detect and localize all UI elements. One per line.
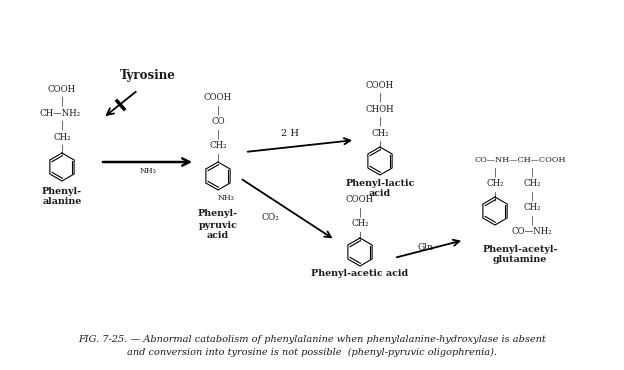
Text: CH₂: CH₂ bbox=[371, 128, 389, 138]
Text: |: | bbox=[217, 105, 220, 115]
Text: |: | bbox=[530, 215, 534, 225]
Text: acid: acid bbox=[369, 189, 391, 198]
Text: Phenyl-: Phenyl- bbox=[42, 186, 82, 195]
Text: 2 H: 2 H bbox=[281, 128, 299, 138]
Text: Phenyl-acetyl-: Phenyl-acetyl- bbox=[482, 245, 558, 253]
Text: Phenyl-acetic acid: Phenyl-acetic acid bbox=[311, 269, 409, 279]
Text: CH₂: CH₂ bbox=[486, 179, 504, 188]
Text: Phenyl-lactic: Phenyl-lactic bbox=[345, 178, 415, 188]
Text: CO—NH₂: CO—NH₂ bbox=[512, 228, 552, 236]
Text: |: | bbox=[530, 191, 534, 201]
Text: COOH: COOH bbox=[204, 94, 232, 102]
Text: alanine: alanine bbox=[42, 198, 82, 206]
Text: |: | bbox=[61, 144, 64, 154]
Text: glutamine: glutamine bbox=[493, 256, 547, 265]
Text: and conversion into tyrosine is not possible  (phenyl-pyruvic oligophrenia).: and conversion into tyrosine is not poss… bbox=[127, 347, 497, 357]
Text: CO—NH—CH—COOH: CO—NH—CH—COOH bbox=[474, 156, 566, 164]
Text: |: | bbox=[379, 140, 381, 150]
Text: CHOH: CHOH bbox=[366, 104, 394, 114]
Text: FIG. 7-25. — Abnormal catabolism of phenylalanine when phenylalanine-hydroxylase: FIG. 7-25. — Abnormal catabolism of phen… bbox=[78, 336, 546, 344]
Text: acid: acid bbox=[207, 232, 229, 240]
Text: CH₂: CH₂ bbox=[524, 179, 541, 188]
Text: |: | bbox=[494, 191, 497, 201]
Text: NH₃: NH₃ bbox=[140, 167, 157, 175]
Text: |: | bbox=[217, 129, 220, 139]
Text: |: | bbox=[494, 167, 497, 177]
Text: CH₂: CH₂ bbox=[524, 204, 541, 212]
Text: Gln: Gln bbox=[417, 243, 433, 252]
Text: COOH: COOH bbox=[346, 195, 374, 205]
Text: |: | bbox=[61, 96, 64, 106]
Text: pyruvic: pyruvic bbox=[198, 221, 238, 229]
Text: COOH: COOH bbox=[366, 81, 394, 90]
Text: CO₂: CO₂ bbox=[261, 212, 279, 222]
Text: |: | bbox=[359, 207, 361, 217]
Text: Phenyl-: Phenyl- bbox=[198, 209, 238, 219]
Text: |: | bbox=[359, 231, 361, 241]
Text: |: | bbox=[379, 92, 381, 102]
Text: |: | bbox=[379, 116, 381, 126]
Text: Tyrosine: Tyrosine bbox=[120, 68, 176, 81]
Text: CH₂: CH₂ bbox=[351, 219, 369, 229]
Text: CH—NH₂: CH—NH₂ bbox=[39, 108, 80, 118]
Text: |: | bbox=[61, 120, 64, 130]
Text: |: | bbox=[217, 153, 220, 163]
Text: CH₂: CH₂ bbox=[53, 132, 71, 141]
Text: CH₂: CH₂ bbox=[209, 141, 227, 151]
Text: NH₃: NH₃ bbox=[218, 194, 235, 202]
Text: COOH: COOH bbox=[48, 84, 76, 94]
Text: |: | bbox=[530, 167, 534, 177]
Text: CO: CO bbox=[211, 118, 225, 127]
